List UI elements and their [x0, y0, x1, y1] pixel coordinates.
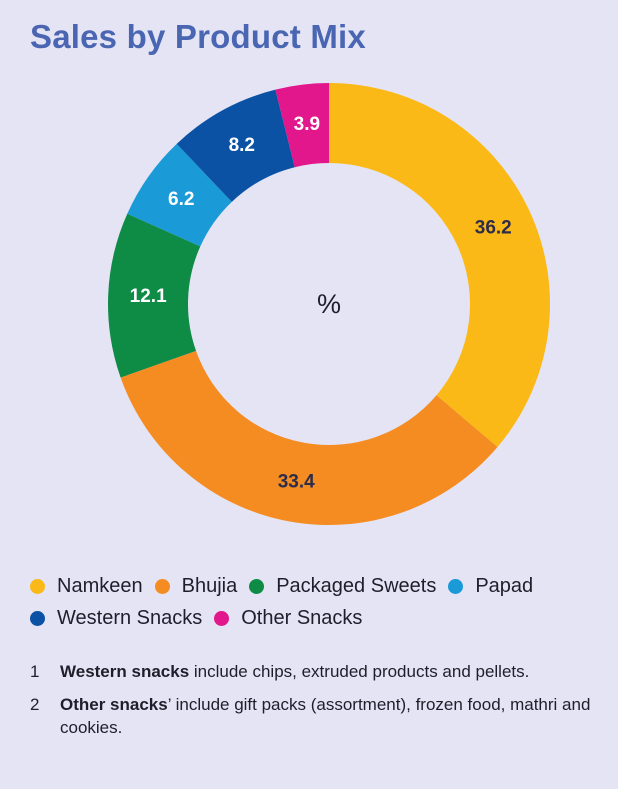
- legend-label-western-snacks: Western Snacks: [57, 606, 203, 629]
- footnotes: 1 Western snacks include chips, extruded…: [30, 660, 605, 749]
- slice-papad: [127, 143, 232, 247]
- legend-label-papad: Papad: [475, 574, 534, 597]
- data-label-bhujia: 33.4: [278, 472, 315, 493]
- legend-row-1: Namkeen Bhujia Packaged Sweets Papad: [30, 570, 610, 602]
- data-label-other-snacks: 3.9: [294, 114, 320, 135]
- footnote-text: Other snacks’ include gift packs (assort…: [60, 693, 605, 739]
- slice-namkeen: [329, 83, 550, 447]
- slice-bhujia: [120, 350, 498, 526]
- chart-title: Sales by Product Mix: [30, 18, 366, 55]
- data-label-western-snacks: 8.2: [229, 135, 255, 156]
- slice-other-snacks: [275, 83, 329, 168]
- footnote-2: 2 Other snacks’ include gift packs (asso…: [30, 693, 605, 739]
- data-label-namkeen: 36.2: [475, 217, 512, 238]
- legend-dot-western-snacks: [30, 610, 45, 626]
- data-label-packaged-sweets: 12.1: [130, 286, 167, 307]
- legend-item-namkeen: Namkeen: [30, 575, 143, 598]
- data-label-papad: 6.2: [168, 189, 194, 210]
- legend-item-bhujia: Bhujia: [154, 574, 238, 598]
- donut-chart: 36.2 33.4 12.1 6.2 8.2 3.9%: [107, 83, 550, 526]
- footnote-term: Other snacks: [60, 695, 168, 714]
- legend-dot-packaged-sweets: [249, 578, 265, 594]
- footnote-number: 1: [30, 662, 40, 681]
- legend-dot-papad: [448, 578, 464, 594]
- footnote-1: 1 Western snacks include chips, extruded…: [30, 660, 605, 683]
- footnote-number: 2: [30, 695, 40, 714]
- legend-dot-bhujia: [154, 578, 170, 594]
- legend: Namkeen Bhujia Packaged Sweets Papad Wes…: [30, 570, 610, 634]
- slice-western-snacks: [176, 89, 295, 202]
- legend-item-western-snacks: Western Snacks: [30, 607, 202, 630]
- center-label: %: [317, 289, 341, 319]
- footnote-description: ’ include gift packs (assortment), froze…: [60, 695, 591, 737]
- legend-item-packaged-sweets: Packaged Sweets: [249, 575, 436, 598]
- footnote-text: Western snacks include chips, extruded p…: [60, 660, 529, 683]
- legend-item-papad: Papad: [448, 575, 533, 598]
- legend-label-other-snacks: Other Snacks: [241, 606, 363, 629]
- footnote-term: Western snacks: [60, 662, 190, 681]
- footnote-description: include chips, extruded products and pel…: [189, 662, 530, 681]
- slice-packaged-sweets: [107, 213, 201, 378]
- legend-dot-namkeen: [30, 578, 45, 594]
- legend-label-namkeen: Namkeen: [57, 574, 143, 597]
- legend-dot-other-snacks: [214, 610, 230, 626]
- legend-row-2: Western Snacks Other Snacks: [30, 602, 610, 634]
- legend-item-other-snacks: Other Snacks: [214, 607, 362, 630]
- legend-label-packaged-sweets: Packaged Sweets: [276, 574, 437, 597]
- legend-label-bhujia: Bhujia: [181, 574, 238, 597]
